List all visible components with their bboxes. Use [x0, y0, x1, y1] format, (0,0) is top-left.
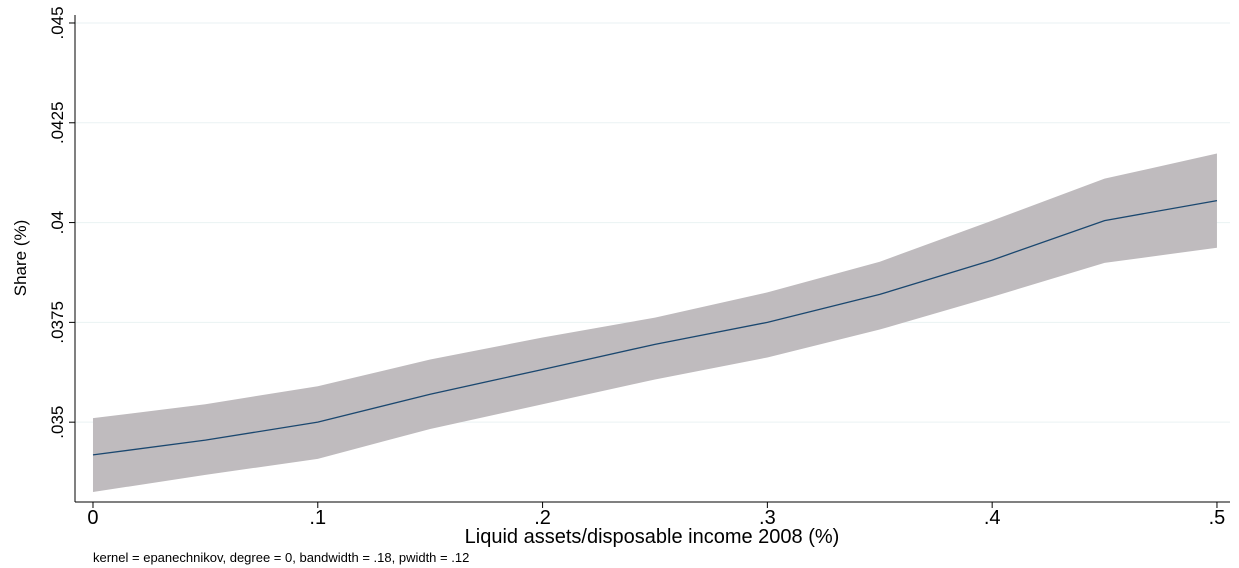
x-tick-label: .3: [759, 507, 776, 529]
x-tick-label: .4: [984, 507, 1001, 529]
x-tick-label: .1: [309, 507, 326, 529]
note: kernel = epanechnikov, degree = 0, bandw…: [93, 550, 469, 565]
x-tick-label: .2: [534, 507, 551, 529]
y-tick-label: .035: [48, 406, 67, 439]
x-axis-label: Liquid assets/disposable income 2008 (%): [465, 526, 840, 548]
y-tick-label: .04: [48, 211, 67, 235]
y-tick-label: .0375: [48, 301, 67, 344]
y-tick-label: .0425: [48, 102, 67, 145]
y-axis-label: Share (%): [11, 220, 30, 297]
line: [92, 199, 1218, 456]
confidence-band: [92, 153, 1217, 493]
x-tick-label: .5: [1209, 507, 1226, 529]
x-tick-label: 0: [87, 507, 98, 529]
y-tick-label: .045: [48, 6, 67, 39]
